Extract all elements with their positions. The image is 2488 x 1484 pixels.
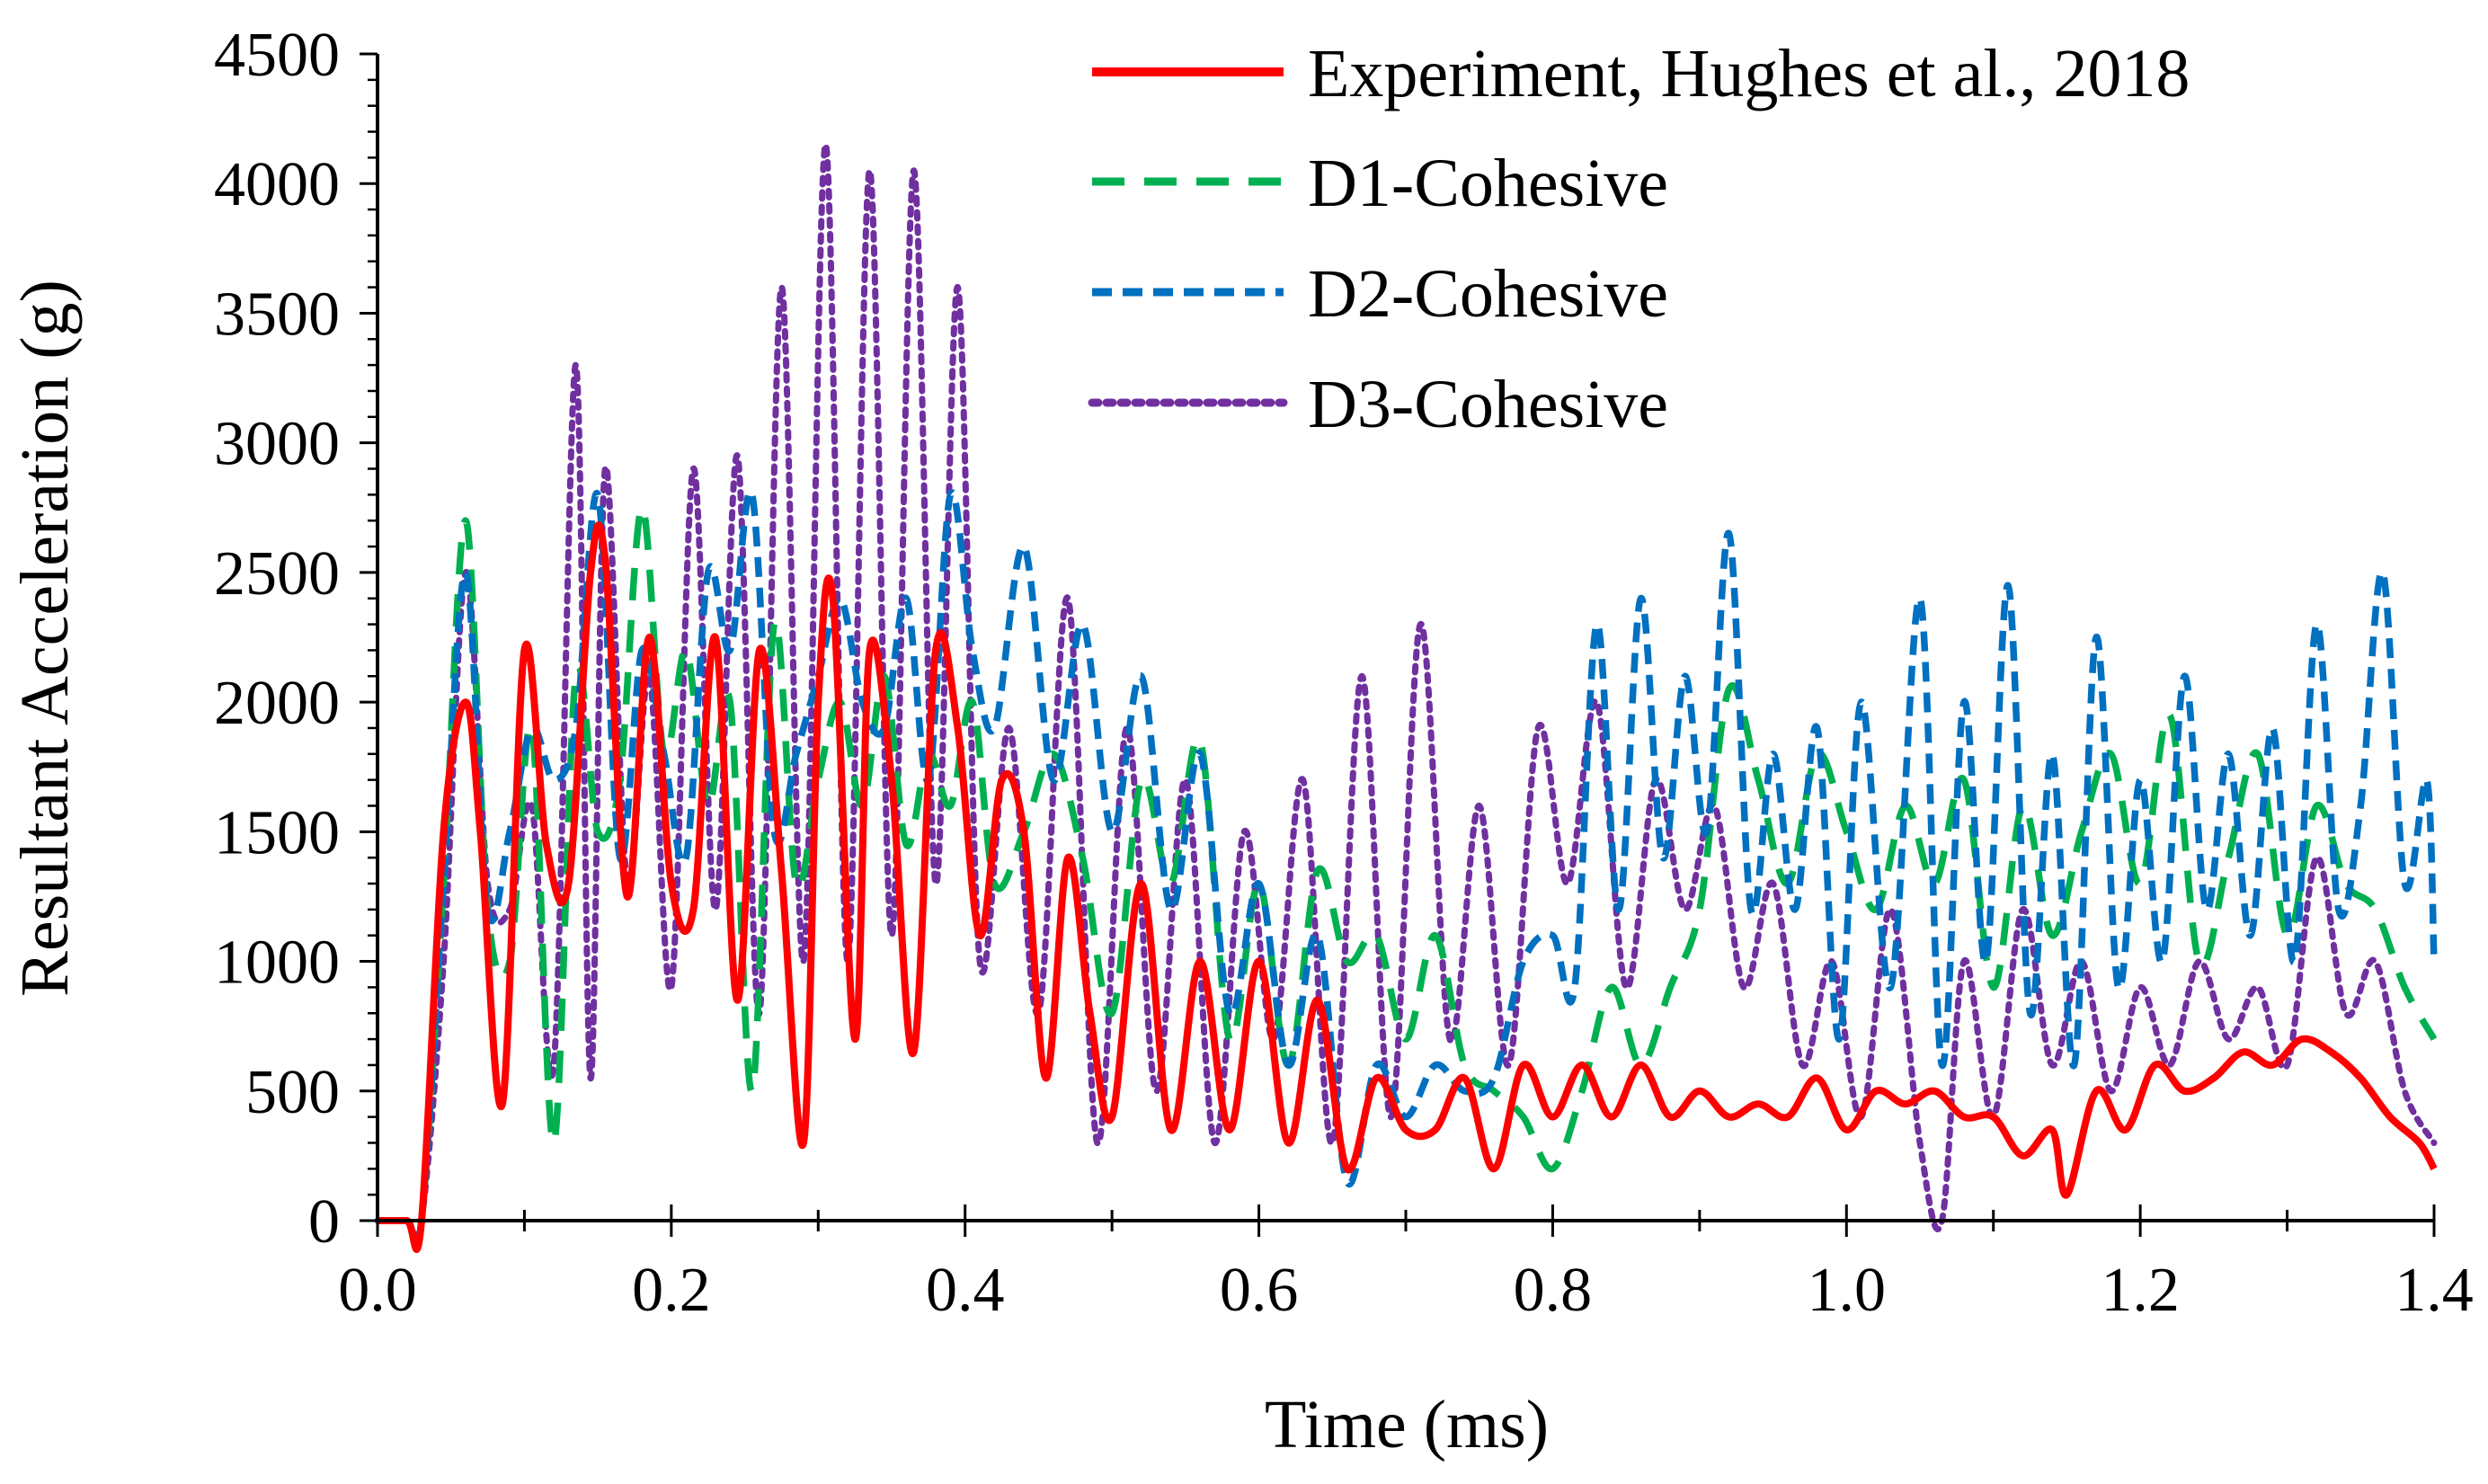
x-tick-label: 1.4: [2395, 1256, 2474, 1325]
y-tick-label: 2000: [214, 669, 340, 738]
legend-label: D3-Cohesive: [1308, 367, 1668, 442]
y-tick-label: 4000: [214, 150, 340, 219]
x-ticks: 0.0 0.2 0.4 0.6 0.8 1.0 1.2 1.4: [338, 1204, 2474, 1325]
series-line-d2-cohesive: [378, 487, 2438, 1249]
x-tick-label: 0.8: [1514, 1256, 1593, 1325]
legend: Experiment, Hughes et al., 2018 D1-Cohesi…: [1088, 36, 2190, 442]
y-tick-label: 1500: [214, 798, 340, 867]
series-line-d3-cohesive: [374, 141, 2438, 1243]
y-tick-label: 500: [245, 1058, 340, 1127]
x-tick-label: 1.2: [2101, 1256, 2180, 1325]
y-tick-label: 1000: [214, 929, 340, 998]
x-axis-title: Time (ms): [1265, 1387, 1549, 1462]
x-tick-label: 1.0: [1808, 1256, 1887, 1325]
legend-label: D2-Cohesive: [1308, 256, 1668, 332]
series-line-d1-cohesive: [378, 504, 2438, 1249]
x-tick-label: 0.0: [338, 1256, 417, 1325]
y-tick-label: 3000: [214, 410, 340, 479]
series-line-experiment-hughes-et-al-2018: [378, 521, 2438, 1253]
x-tick-label: 0.2: [632, 1256, 711, 1325]
plot-area: [374, 141, 2438, 1253]
y-tick-label: 4500: [214, 21, 340, 90]
legend-label: D1-Cohesive: [1308, 146, 1668, 221]
y-tick-label: 2500: [214, 539, 340, 609]
y-tick-label: 0: [308, 1187, 340, 1257]
legend-label: Experiment, Hughes et al., 2018: [1308, 36, 2190, 111]
y-axis-title: Resultant Acceleration (g): [7, 280, 83, 997]
x-tick-label: 0.6: [1220, 1256, 1299, 1325]
y-ticks: 0 500 1000 1500 2000 2500 3000 3500 4000 4500: [214, 21, 378, 1257]
y-tick-label: 3500: [214, 280, 340, 349]
x-tick-label: 0.4: [926, 1256, 1005, 1325]
